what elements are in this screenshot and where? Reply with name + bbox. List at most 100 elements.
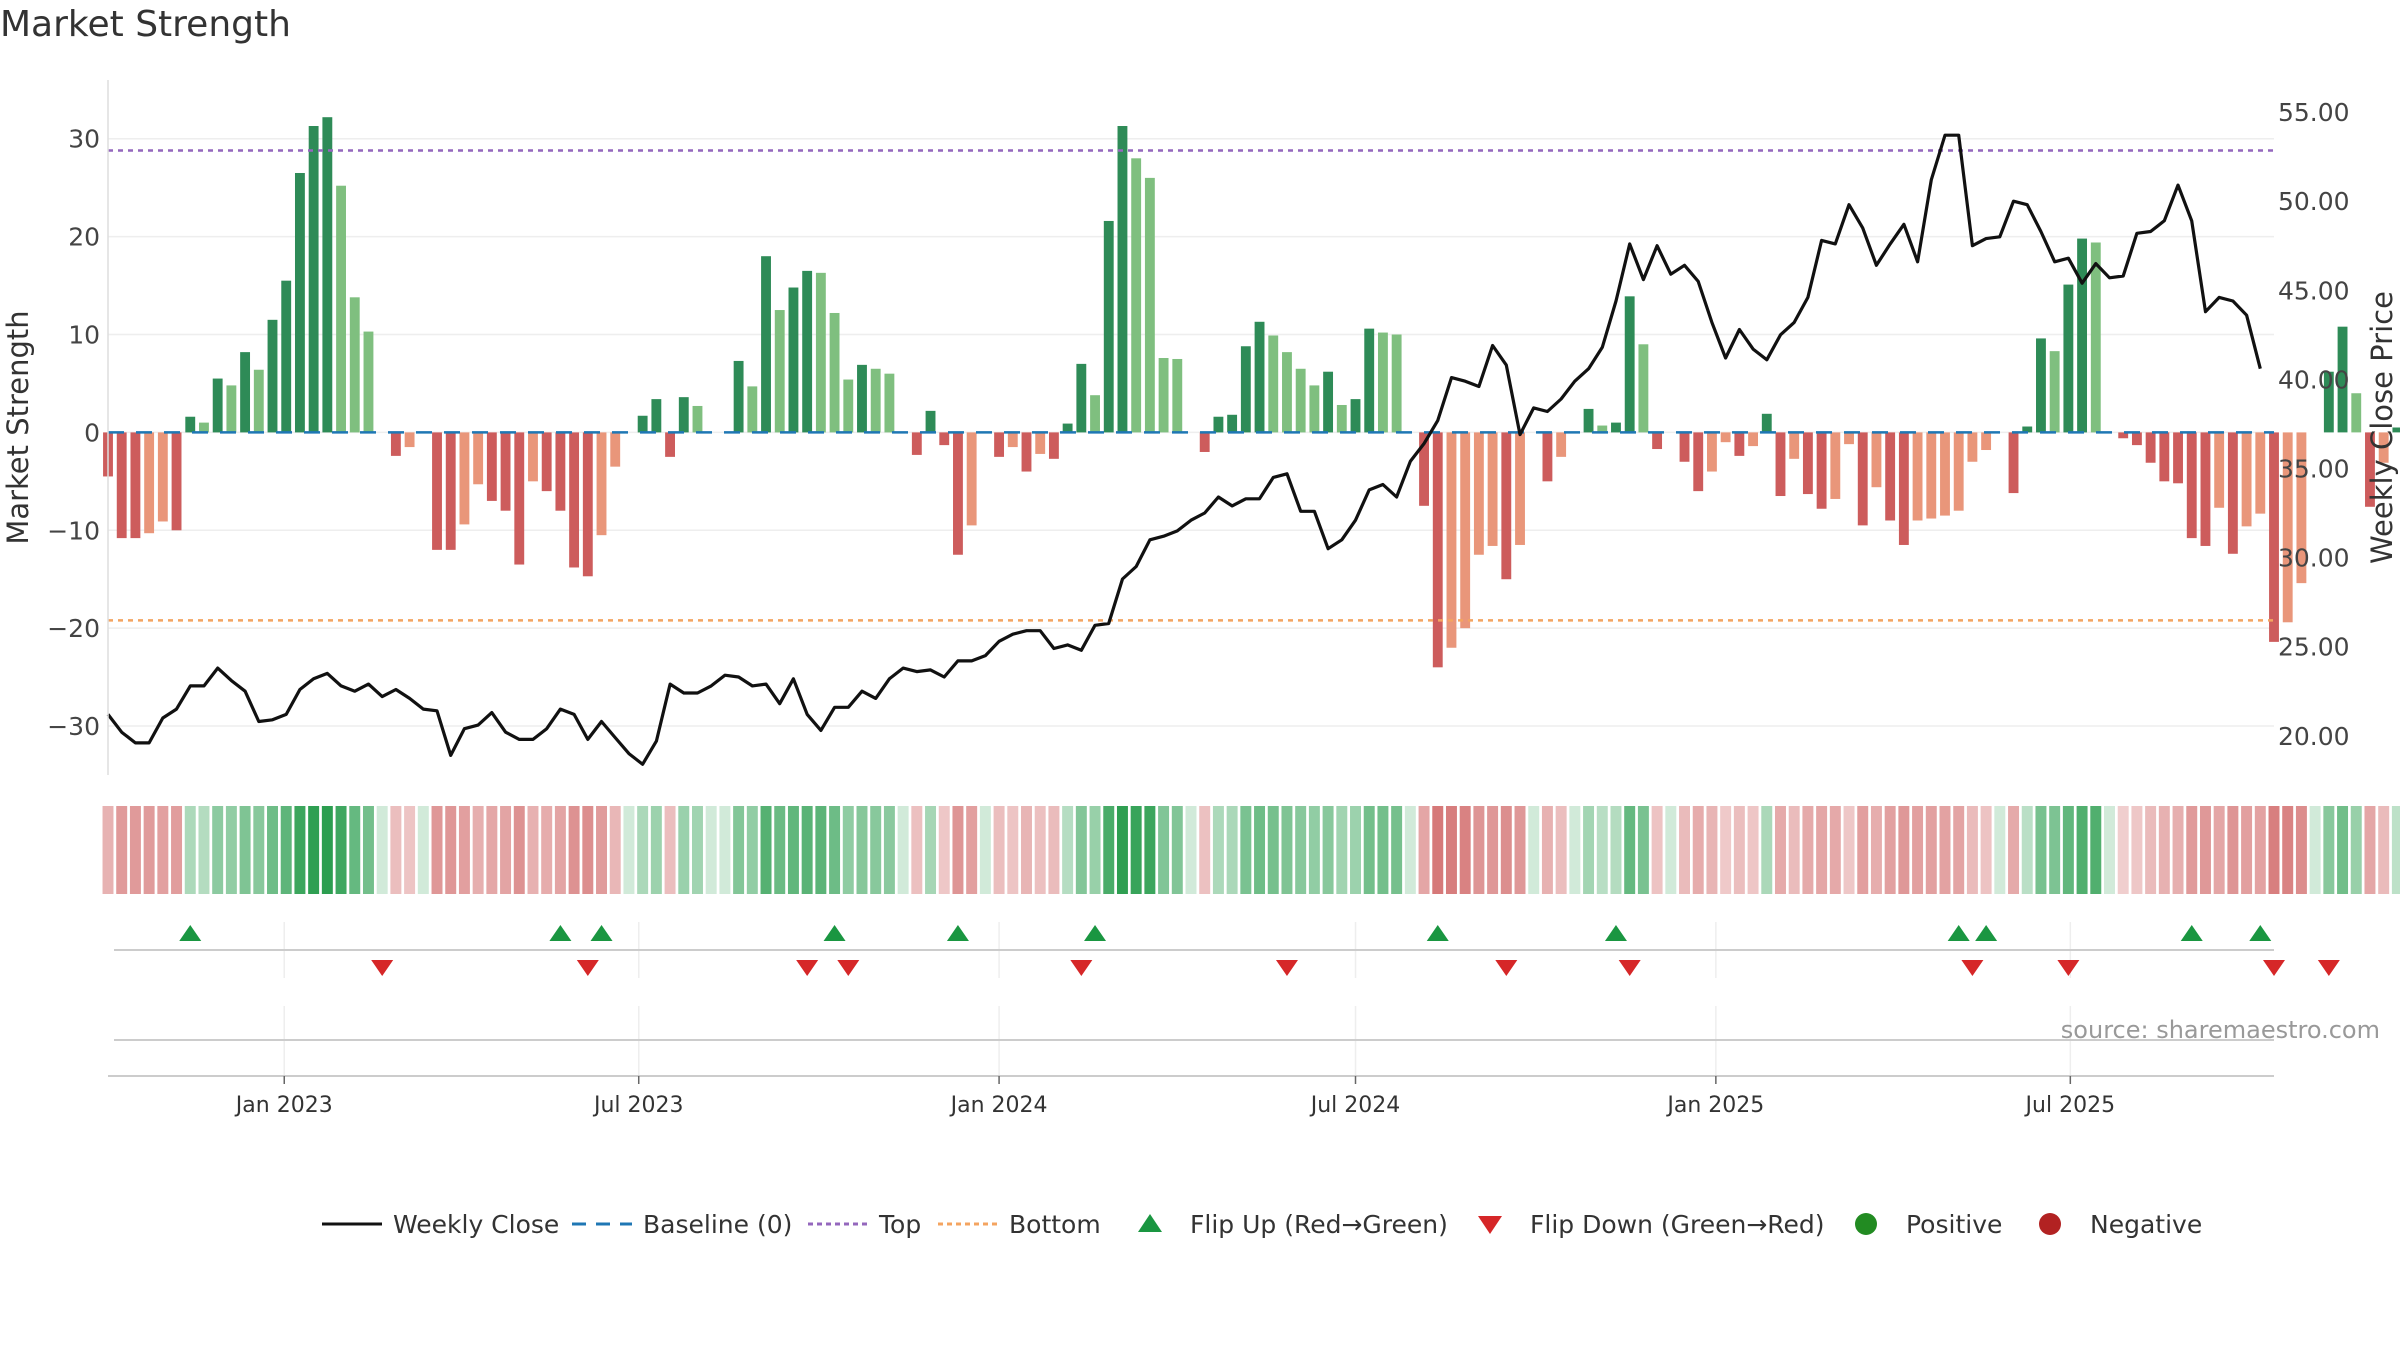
heat-cell bbox=[1240, 806, 1252, 894]
heat-cell bbox=[1308, 806, 1320, 894]
y-right-tick-label: 50.00 bbox=[2278, 187, 2350, 216]
heat-cell bbox=[294, 806, 306, 894]
flip-down-marker bbox=[371, 960, 394, 976]
heat-cell bbox=[650, 806, 662, 894]
heat-cell bbox=[623, 806, 635, 894]
strength-bar bbox=[2049, 351, 2060, 433]
strength-bar bbox=[1857, 432, 1868, 526]
strength-bar bbox=[1638, 344, 1649, 433]
heat-cell bbox=[143, 806, 155, 894]
strength-bar bbox=[1898, 432, 1909, 545]
strength-bar bbox=[432, 432, 442, 550]
heat-cell bbox=[1034, 806, 1046, 894]
heat-cell bbox=[376, 806, 388, 894]
heat-cell bbox=[1665, 806, 1677, 894]
strength-bar bbox=[157, 432, 168, 522]
x-tick-label: Jul 2024 bbox=[1309, 1093, 1401, 1118]
heat-cell bbox=[596, 806, 608, 894]
heat-cell bbox=[1500, 806, 1512, 894]
heat-cell bbox=[1048, 806, 1060, 894]
heat-cell bbox=[719, 806, 731, 894]
strength-bar bbox=[2323, 371, 2334, 433]
strength-bar bbox=[1802, 432, 1813, 495]
heat-cell bbox=[1761, 806, 1773, 894]
strength-bar bbox=[1364, 328, 1375, 433]
strength-bar bbox=[1789, 432, 1800, 459]
y-left-tick-label: −10 bbox=[47, 516, 100, 545]
strength-bar bbox=[486, 432, 497, 501]
strength-bar bbox=[171, 432, 182, 531]
strength-bar bbox=[2118, 432, 2129, 439]
strength-bar bbox=[2200, 432, 2211, 546]
strength-bar bbox=[1131, 158, 1142, 433]
heat-cell bbox=[1610, 806, 1622, 894]
heat-cell bbox=[2104, 806, 2115, 894]
y-left-tick-label: −20 bbox=[47, 614, 100, 643]
strength-bar bbox=[1350, 399, 1361, 433]
heat-cell bbox=[1295, 806, 1307, 894]
strength-bar bbox=[2131, 432, 2142, 446]
heat-cell bbox=[2049, 806, 2061, 894]
strength-bar bbox=[2227, 432, 2238, 554]
flip-down-marker bbox=[1961, 960, 1984, 976]
strength-bar bbox=[1391, 334, 1402, 433]
x-tick-label: Jul 2025 bbox=[2024, 1093, 2116, 1118]
strength-bar bbox=[528, 432, 538, 482]
strength-bar bbox=[1693, 432, 1704, 492]
y-right-tick-label: 25.00 bbox=[2278, 633, 2350, 662]
strength-bar bbox=[815, 272, 826, 433]
heat-cell bbox=[1116, 806, 1128, 894]
strength-heat-strip bbox=[102, 806, 2400, 894]
strength-bar bbox=[884, 373, 895, 433]
strength-bar bbox=[1227, 414, 1238, 433]
strength-bar bbox=[212, 378, 223, 433]
strength-bar bbox=[1953, 432, 1964, 511]
strength-bar bbox=[185, 416, 196, 433]
heat-cell bbox=[157, 806, 169, 894]
flip-down-marker bbox=[2317, 960, 2340, 976]
heat-cell bbox=[568, 806, 580, 894]
strength-bar bbox=[267, 319, 278, 433]
heat-cell bbox=[2021, 806, 2033, 894]
heat-cell bbox=[1637, 806, 1649, 894]
heat-cell bbox=[253, 806, 265, 894]
heat-cell bbox=[1432, 806, 1444, 894]
heat-cell bbox=[1679, 806, 1691, 894]
heat-cell bbox=[911, 806, 923, 894]
strength-bar bbox=[1103, 220, 1114, 433]
strength-bar bbox=[802, 270, 813, 433]
heat-cell bbox=[2186, 806, 2198, 894]
strength-bar bbox=[2063, 284, 2074, 433]
heat-cell bbox=[1980, 806, 1992, 894]
legend-swatch bbox=[1855, 1213, 1877, 1235]
strength-bar bbox=[1240, 346, 1251, 433]
y-left-tick-label: −30 bbox=[47, 712, 100, 741]
legend-label: Baseline (0) bbox=[643, 1210, 792, 1239]
strength-bar bbox=[1487, 432, 1498, 546]
heat-cell bbox=[582, 806, 594, 894]
y-right-tick-label: 30.00 bbox=[2278, 544, 2350, 573]
legend-label: Weekly Close bbox=[393, 1210, 559, 1239]
heat-cell bbox=[417, 806, 429, 894]
strength-bar bbox=[2173, 432, 2183, 484]
strength-bar bbox=[678, 397, 689, 433]
heat-cell bbox=[1939, 806, 1951, 894]
strength-bar bbox=[294, 172, 305, 433]
heat-cell bbox=[1774, 806, 1786, 894]
heat-cell bbox=[609, 806, 621, 894]
strength-bar bbox=[2269, 432, 2279, 642]
y-right-tick-label: 45.00 bbox=[2278, 276, 2350, 305]
heat-cell bbox=[2241, 806, 2253, 894]
strength-bar bbox=[1460, 432, 1471, 629]
heat-cell bbox=[842, 806, 854, 894]
heat-cell bbox=[1843, 806, 1855, 894]
strength-bar bbox=[2022, 426, 2033, 433]
heat-cell bbox=[1487, 806, 1499, 894]
heat-cell bbox=[308, 806, 320, 894]
y-right-axis-title: Weekly Close Price bbox=[2365, 291, 2399, 564]
heat-cell bbox=[2172, 806, 2184, 894]
strength-bar bbox=[1556, 432, 1567, 457]
legend-label: Bottom bbox=[1009, 1210, 1101, 1239]
strength-bar bbox=[1515, 432, 1525, 545]
